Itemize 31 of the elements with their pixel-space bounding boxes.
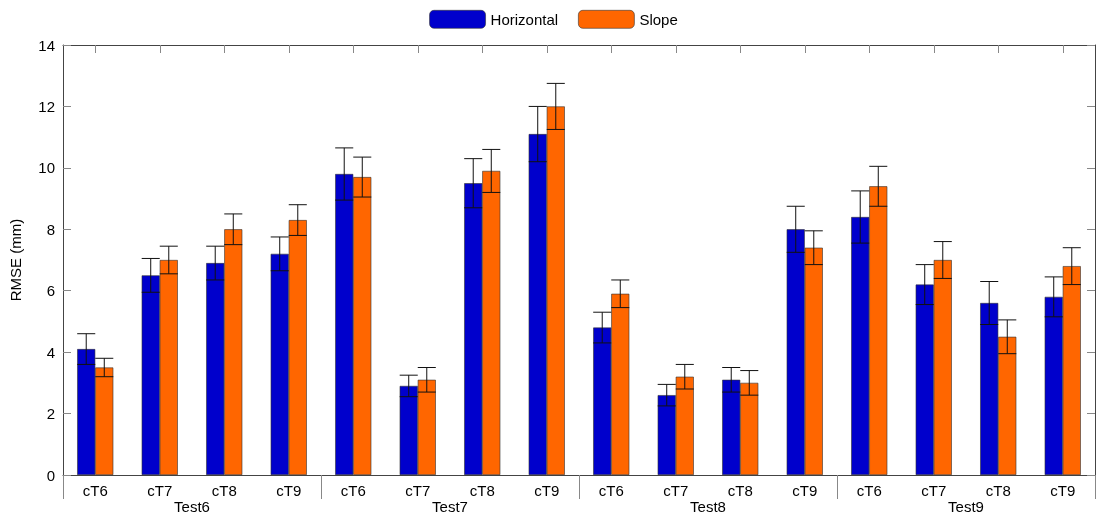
- y-axis-title: RMSE (mm): [7, 218, 24, 302]
- text: Test7: [432, 498, 468, 515]
- legend-label: Horizontal: [490, 10, 559, 28]
- x-tick-label: cT9: [1050, 482, 1076, 499]
- x-tick-label: cT6: [340, 482, 366, 499]
- x-tick-label: cT8: [469, 482, 495, 499]
- y-tick-label: 12: [38, 97, 55, 115]
- text: Test8: [690, 498, 726, 515]
- x-tick-label: cT8: [211, 482, 237, 499]
- x-tick-label: cT6: [856, 482, 882, 499]
- x-tick-label: cT7: [405, 482, 431, 499]
- y-tick-label: 6: [46, 282, 55, 300]
- x-tick-label: cT7: [663, 482, 689, 499]
- x-tick-label: cT6: [598, 482, 624, 499]
- y-tick-label: 10: [38, 159, 55, 177]
- y-tick-label: 14: [38, 36, 55, 54]
- y-tick-label: 2: [46, 405, 55, 423]
- text: Test9: [948, 498, 984, 515]
- x-tick-label: cT7: [921, 482, 947, 499]
- x-tick-label: cT9: [792, 482, 818, 499]
- x-tick-label: cT9: [276, 482, 302, 499]
- x-tick-label: cT8: [727, 482, 753, 499]
- legend-label: Slope: [639, 10, 678, 28]
- x-tick-label: cT6: [82, 482, 108, 499]
- y-tick-label: 0: [46, 466, 55, 484]
- y-tick-label: 8: [46, 220, 55, 238]
- text: Test6: [174, 498, 210, 515]
- x-tick-label: cT8: [985, 482, 1011, 499]
- y-tick-label: 4: [46, 343, 55, 361]
- x-tick-label: cT7: [147, 482, 173, 499]
- x-tick-label: cT9: [534, 482, 560, 499]
